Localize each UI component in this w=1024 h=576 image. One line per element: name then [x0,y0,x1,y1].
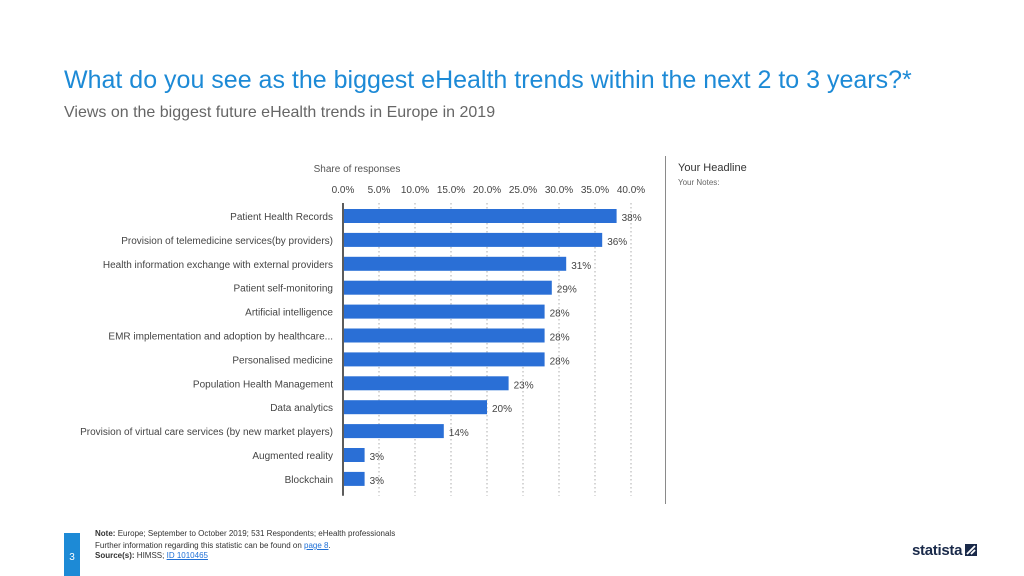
category-label: Provision of virtual care services (by n… [80,427,333,438]
x-tick-label: 0.0% [332,185,355,196]
x-tick-label: 10.0% [401,185,429,196]
category-label: Health information exchange with externa… [103,260,333,271]
statista-logo: statista [912,541,978,559]
value-label: 29% [557,285,577,296]
value-label: 28% [550,309,570,320]
sidebar-divider [665,156,666,504]
x-tick-label: 25.0% [509,185,537,196]
further-period: . [328,541,331,550]
category-label: Artificial intelligence [245,308,333,319]
bar [344,256,567,271]
page-number: 3 [69,552,75,563]
x-tick-label: 40.0% [617,185,645,196]
bar [344,424,444,439]
category-label: Personalised medicine [232,355,333,366]
page-number-tab [64,533,80,576]
category-label: Patient self-monitoring [234,284,334,295]
category-label: Augmented reality [252,451,333,462]
value-label: 23% [514,380,534,391]
source-id-link[interactable]: ID 1010465 [166,551,208,560]
page-title: What do you see as the biggest eHealth t… [64,66,912,94]
bar [344,209,617,223]
further-text: Further information regarding this stati… [95,541,302,550]
bar [344,448,365,462]
footer-source: Source(s): HIMSS; ID 1010465 [95,551,208,560]
bar [344,400,487,415]
value-label: 3% [370,452,385,463]
category-label: Data analytics [270,403,333,414]
bar [344,471,365,486]
sidebar-headline: Your Headline [678,162,747,174]
category-label: Blockchain [285,475,333,486]
category-label: Patient Health Records [230,212,333,223]
bar [344,352,545,367]
bar [344,232,603,247]
category-label: Population Health Management [193,379,333,390]
footer-further-info: Further information regarding this stati… [95,541,331,550]
note-label: Note: [95,529,116,538]
value-label: 31% [571,261,591,272]
category-label: Provision of telemedicine services(by pr… [121,236,333,247]
bar [344,328,545,343]
bar [344,280,552,295]
further-info-link[interactable]: page 8 [304,541,329,550]
x-tick-label: 5.0% [368,185,391,196]
logo-text: statista [912,541,963,559]
source-text: HIMSS; [136,551,165,560]
x-tick-label: 35.0% [581,185,609,196]
category-label: EMR implementation and adoption by healt… [108,332,333,343]
value-label: 28% [550,356,570,367]
x-tick-label: 30.0% [545,185,573,196]
x-tick-label: 20.0% [473,185,501,196]
bar [344,376,509,391]
value-label: 36% [607,237,627,248]
bar [344,304,545,319]
sidebar-notes: Your Notes: [678,178,720,187]
source-label: Source(s): [95,551,135,560]
value-label: 3% [370,476,385,487]
note-text: Europe; September to October 2019; 531 R… [117,529,396,538]
value-label: 38% [622,213,642,224]
x-axis-label: Share of responses [314,164,401,175]
value-label: 28% [550,333,570,344]
page-subtitle: Views on the biggest future eHealth tren… [64,104,496,121]
value-label: 14% [449,428,469,439]
bar-chart: Share of responses 0.0% 5.0% 10.0% 15.0% 20.0… [80,164,645,496]
value-label: 20% [492,404,512,415]
x-tick-label: 15.0% [437,185,465,196]
footer-note: Note: Europe; September to October 2019;… [95,529,395,538]
logo-mark-icon [965,544,978,556]
